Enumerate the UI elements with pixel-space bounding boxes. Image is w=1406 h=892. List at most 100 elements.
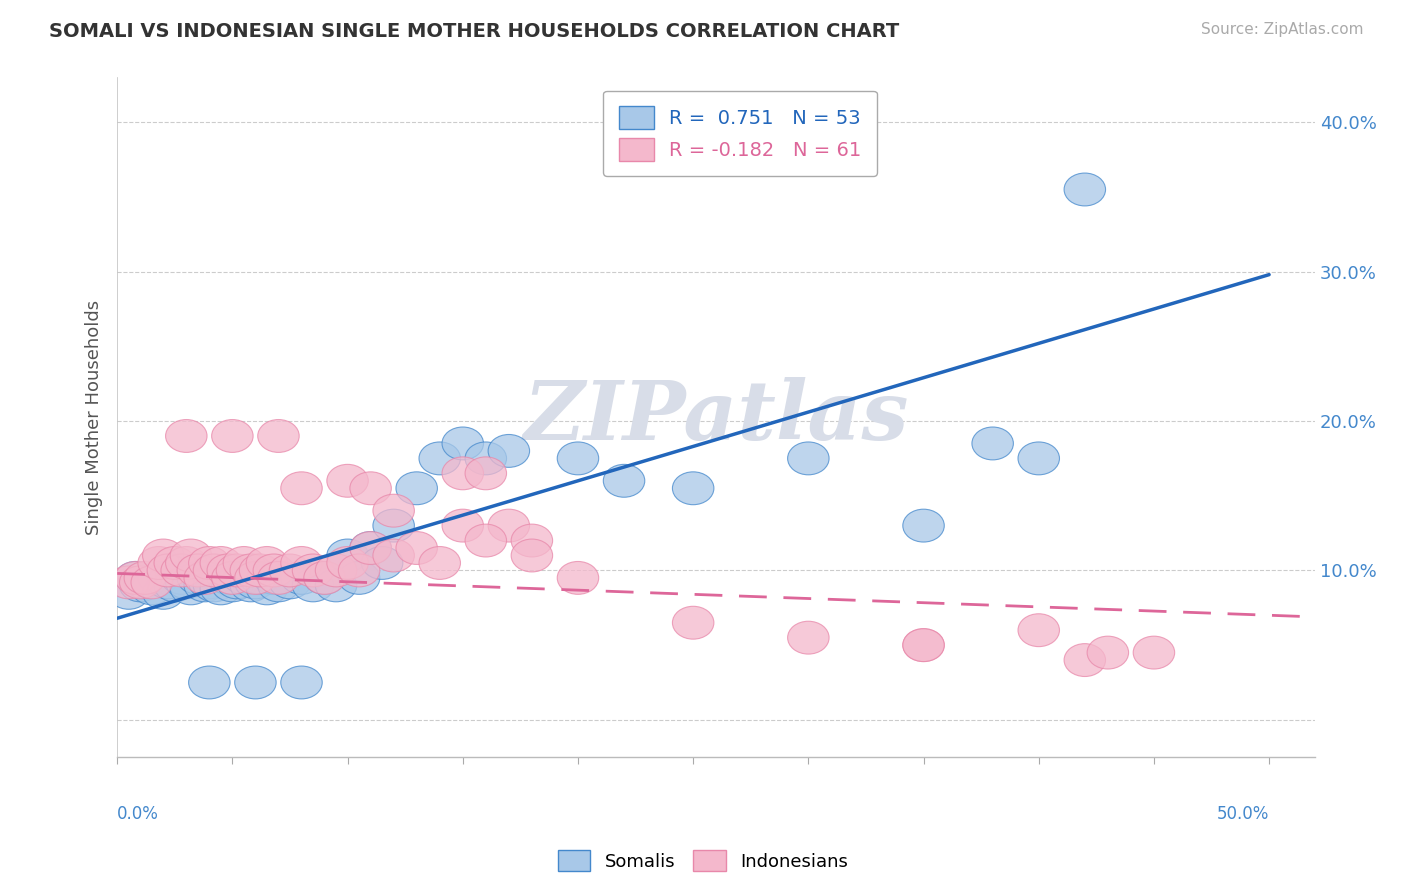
Ellipse shape: [269, 566, 311, 599]
Ellipse shape: [200, 572, 242, 605]
Ellipse shape: [207, 561, 249, 594]
Ellipse shape: [246, 547, 288, 580]
Ellipse shape: [124, 566, 166, 599]
Ellipse shape: [120, 569, 160, 602]
Ellipse shape: [131, 566, 173, 599]
Ellipse shape: [326, 465, 368, 497]
Ellipse shape: [239, 561, 281, 594]
Ellipse shape: [373, 494, 415, 527]
Ellipse shape: [142, 576, 184, 609]
Ellipse shape: [903, 629, 945, 662]
Ellipse shape: [292, 554, 333, 587]
Ellipse shape: [465, 457, 506, 490]
Ellipse shape: [217, 566, 257, 599]
Text: Source: ZipAtlas.com: Source: ZipAtlas.com: [1201, 22, 1364, 37]
Ellipse shape: [148, 554, 188, 587]
Ellipse shape: [207, 554, 249, 587]
Ellipse shape: [212, 561, 253, 594]
Ellipse shape: [155, 547, 195, 580]
Ellipse shape: [361, 547, 404, 580]
Ellipse shape: [350, 472, 391, 505]
Ellipse shape: [557, 561, 599, 594]
Ellipse shape: [235, 666, 276, 699]
Text: SOMALI VS INDONESIAN SINGLE MOTHER HOUSEHOLDS CORRELATION CHART: SOMALI VS INDONESIAN SINGLE MOTHER HOUSE…: [49, 22, 900, 41]
Text: ZIPatlas: ZIPatlas: [523, 377, 908, 458]
Ellipse shape: [488, 434, 530, 467]
Ellipse shape: [269, 554, 311, 587]
Ellipse shape: [235, 566, 276, 599]
Legend: R =  0.751   N = 53, R = -0.182   N = 61: R = 0.751 N = 53, R = -0.182 N = 61: [603, 91, 877, 177]
Ellipse shape: [465, 524, 506, 557]
Text: 0.0%: 0.0%: [117, 805, 159, 823]
Ellipse shape: [557, 442, 599, 475]
Ellipse shape: [315, 554, 357, 587]
Ellipse shape: [281, 666, 322, 699]
Ellipse shape: [441, 427, 484, 460]
Ellipse shape: [142, 539, 184, 572]
Ellipse shape: [212, 419, 253, 452]
Text: 50.0%: 50.0%: [1216, 805, 1270, 823]
Legend: Somalis, Indonesians: Somalis, Indonesians: [551, 843, 855, 879]
Ellipse shape: [239, 554, 281, 587]
Ellipse shape: [115, 561, 156, 594]
Ellipse shape: [396, 532, 437, 565]
Ellipse shape: [184, 569, 225, 602]
Ellipse shape: [212, 569, 253, 602]
Ellipse shape: [373, 509, 415, 542]
Ellipse shape: [419, 547, 461, 580]
Ellipse shape: [184, 561, 225, 594]
Ellipse shape: [170, 539, 212, 572]
Ellipse shape: [253, 554, 295, 587]
Ellipse shape: [326, 547, 368, 580]
Ellipse shape: [281, 547, 322, 580]
Ellipse shape: [231, 569, 271, 602]
Ellipse shape: [200, 547, 242, 580]
Ellipse shape: [326, 539, 368, 572]
Ellipse shape: [903, 629, 945, 662]
Ellipse shape: [787, 442, 830, 475]
Ellipse shape: [512, 524, 553, 557]
Ellipse shape: [224, 561, 264, 594]
Ellipse shape: [188, 666, 231, 699]
Ellipse shape: [339, 554, 380, 587]
Ellipse shape: [224, 547, 264, 580]
Ellipse shape: [148, 566, 188, 599]
Ellipse shape: [315, 569, 357, 602]
Ellipse shape: [1087, 636, 1129, 669]
Ellipse shape: [1064, 173, 1105, 206]
Ellipse shape: [441, 509, 484, 542]
Ellipse shape: [1064, 644, 1105, 676]
Ellipse shape: [160, 554, 202, 587]
Ellipse shape: [339, 561, 380, 594]
Ellipse shape: [155, 569, 195, 602]
Ellipse shape: [193, 569, 235, 602]
Ellipse shape: [350, 532, 391, 565]
Ellipse shape: [465, 442, 506, 475]
Ellipse shape: [672, 472, 714, 505]
Ellipse shape: [257, 569, 299, 602]
Ellipse shape: [350, 532, 391, 565]
Ellipse shape: [166, 419, 207, 452]
Ellipse shape: [253, 561, 295, 594]
Ellipse shape: [231, 554, 271, 587]
Ellipse shape: [217, 554, 257, 587]
Ellipse shape: [281, 472, 322, 505]
Ellipse shape: [138, 561, 180, 594]
Ellipse shape: [166, 547, 207, 580]
Ellipse shape: [131, 572, 173, 605]
Ellipse shape: [246, 572, 288, 605]
Ellipse shape: [108, 566, 149, 599]
Ellipse shape: [1133, 636, 1174, 669]
Ellipse shape: [115, 561, 156, 594]
Ellipse shape: [441, 457, 484, 490]
Ellipse shape: [124, 561, 166, 594]
Ellipse shape: [787, 621, 830, 654]
Ellipse shape: [177, 554, 218, 587]
Ellipse shape: [1018, 442, 1060, 475]
Ellipse shape: [396, 472, 437, 505]
Ellipse shape: [138, 547, 180, 580]
Ellipse shape: [672, 607, 714, 640]
Ellipse shape: [281, 561, 322, 594]
Ellipse shape: [188, 547, 231, 580]
Ellipse shape: [1018, 614, 1060, 647]
